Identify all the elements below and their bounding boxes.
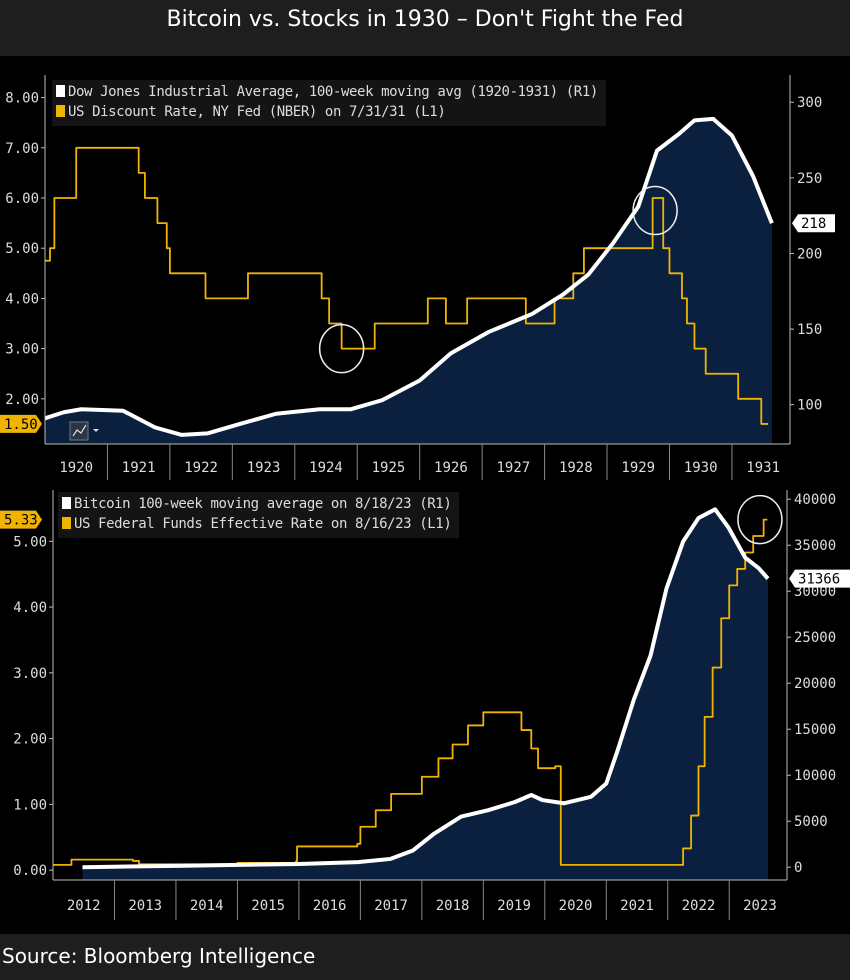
legend-swatch-white [62,497,71,509]
x-tick-label: 1927 [496,460,530,476]
x-tick-label: 2014 [190,898,224,914]
bitcoin-fedfunds-chart: 0.00 1.00 2.00 3.00 4.00 5.00 0 5000 10000 15000 2… [0,490,850,920]
left-tick-label: 0.00 [13,863,47,879]
right-tick-label: 30000 [794,584,836,600]
x-tick-label: 2019 [497,898,531,914]
left-tick-label: 4.00 [5,291,39,307]
last-value-label: 1.50 [4,417,38,433]
legend-label: Dow Jones Industrial Average, 100-week m… [68,84,598,100]
last-value-tag-orange [0,414,42,433]
x-tick-label: 1926 [434,460,468,476]
x-tick-label: 1925 [372,460,406,476]
right-tick-label: 150 [797,322,822,338]
x-tick-label: 1928 [559,460,593,476]
right-tick-label: 40000 [794,492,836,508]
right-tick-label: 10000 [794,768,836,784]
right-tick-label: 300 [797,95,822,111]
series-line-rate [45,146,769,425]
annotation-circle [737,494,783,545]
x-tick-label: 1931 [746,460,780,476]
left-tick-label: 5.00 [5,241,39,257]
last-value-tag-white [789,569,850,588]
x-tick-label: 2022 [682,898,716,914]
x-tick-label: 2017 [374,898,408,914]
x-tick-label: 1922 [184,460,218,476]
dow-discount-chart: 2.00 3.00 4.00 5.00 6.00 7.00 8.00 100 150 200 250… [0,75,835,480]
chevron-down-icon [93,429,99,432]
x-tick-label: 2016 [313,898,347,914]
page-title: Bitcoin vs. Stocks in 1930 – Don't Fight… [166,7,684,32]
x-tick-label: 2021 [620,898,654,914]
right-tick-label: 250 [797,171,822,187]
legend-swatch-orange [56,105,65,117]
legend-label: US Federal Funds Effective Rate on 8/16/… [74,516,452,532]
x-tick-label: 1929 [621,460,655,476]
right-tick-label: 100 [797,398,822,414]
left-tick-label: 7.00 [5,141,39,157]
x-tick-label: 1930 [684,460,718,476]
last-value-label: 5.33 [4,513,38,529]
left-tick-label: 3.00 [5,342,39,358]
x-tick-label: 2012 [67,898,101,914]
legend-swatch-orange [62,517,71,529]
last-value-tag-white [792,214,835,233]
last-value-tag-orange [0,510,42,529]
legend-top: Dow Jones Industrial Average, 100-week m… [52,80,606,126]
series-line-white [82,507,770,870]
left-tick-label: 6.00 [5,191,39,207]
legend-item: Dow Jones Industrial Average, 100-week m… [56,82,598,102]
annotation-circle [318,323,365,374]
x-tick-label: 1923 [247,460,281,476]
left-tick-label: 8.00 [5,91,39,107]
last-value-label: 31366 [798,572,840,588]
right-tick-label: 0 [794,860,802,876]
legend-item: US Federal Funds Effective Rate on 8/16/… [62,514,452,534]
source-bar: Source: Bloomberg Intelligence [0,934,850,980]
area-fill [45,118,772,444]
left-tick-label: 5.00 [13,534,47,550]
x-tick-label: 2013 [128,898,162,914]
legend-swatch-white [56,85,65,97]
x-tick-label: 2023 [743,898,777,914]
right-tick-label: 15000 [794,722,836,738]
series-line-white [44,116,774,437]
x-tick-label: 2015 [251,898,285,914]
right-tick-label: 25000 [794,630,836,646]
x-tick-label: 2020 [559,898,593,914]
legend-label: Bitcoin 100-week moving average on 8/18/… [74,496,452,512]
right-tick-label: 5000 [794,814,828,830]
series-line-rate [53,518,768,866]
x-tick-label: 1921 [122,460,156,476]
right-tick-label: 20000 [794,676,836,692]
left-tick-label: 1.00 [13,797,47,813]
left-tick-label: 4.00 [13,600,47,616]
legend-item: Bitcoin 100-week moving average on 8/18/… [62,494,452,514]
area-fill [82,509,768,880]
left-tick-label: 3.00 [13,666,47,682]
right-tick-label: 35000 [794,538,836,554]
legend-label: US Discount Rate, NY Fed (NBER) on 7/31/… [68,104,446,120]
right-tick-label: 200 [797,246,822,262]
left-tick-label: 2.00 [13,732,47,748]
x-tick-label: 1924 [309,460,343,476]
legend-bottom: Bitcoin 100-week moving average on 8/18/… [58,492,460,538]
legend-item: US Discount Rate, NY Fed (NBER) on 7/31/… [56,102,598,122]
left-tick-label: 2.00 [5,392,39,408]
x-tick-label: 2018 [436,898,470,914]
x-tick-label: 1920 [59,460,93,476]
chart-title-bar: Bitcoin vs. Stocks in 1930 – Don't Fight… [0,0,850,56]
chart-type-icon-glyph [72,424,87,437]
last-value-label: 218 [801,216,826,232]
source-text: Source: Bloomberg Intelligence [2,944,316,968]
annotation-circle [632,185,678,236]
